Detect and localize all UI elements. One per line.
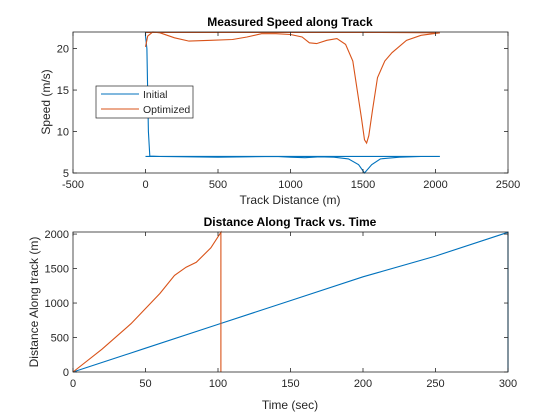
speed-chart-y-tick-label: 5 [63, 168, 69, 180]
distance-chart-x-ticks: 0 50 100 150 200 250 300 [70, 232, 517, 390]
speed-chart-ylabel: Speed (m/s) [39, 69, 53, 134]
speed-chart-legend: Initial Optimized [95, 85, 194, 119]
legend-initial-label: Initial [143, 89, 168, 101]
distance-chart-x-tick-label: 200 [354, 378, 372, 390]
speed-chart-series-optimized [144, 31, 440, 145]
distance-chart-x-tick-label: 150 [281, 378, 299, 390]
speed-chart-series [144, 31, 440, 174]
legend-box [95, 85, 194, 119]
distance-chart-x-tick-label: 0 [70, 378, 76, 390]
speed-chart-y-ticks: 5 10 15 20 [57, 44, 508, 180]
speed-chart-x-tick-label: 2000 [423, 179, 447, 191]
speed-chart-x-tick-label: 2500 [496, 179, 520, 191]
distance-chart-xlabel: Time (sec) [262, 398, 318, 412]
distance-chart-x-tick-label: 250 [426, 378, 444, 390]
speed-chart-xlabel: Track Distance (m) [240, 193, 341, 207]
speed-chart-x-tick-label: 1000 [278, 179, 302, 191]
speed-chart-y-tick-label: 20 [57, 44, 69, 56]
distance-chart-x-tick-label: 100 [209, 378, 227, 390]
speed-chart-x-ticks: -500 0 500 1000 1500 2000 2500 [62, 32, 520, 191]
distance-chart-series [72, 230, 509, 373]
distance-chart: Distance Along Track vs. Time Time (sec)… [27, 215, 517, 412]
distance-chart-x-tick-label: 50 [139, 378, 151, 390]
speed-chart-x-tick-label: 0 [142, 179, 148, 191]
distance-chart-x-tick-label: 300 [499, 378, 517, 390]
speed-chart-x-tick-label: 500 [209, 179, 227, 191]
distance-chart-title: Distance Along Track vs. Time [204, 215, 377, 229]
speed-chart-title: Measured Speed along Track [207, 15, 373, 29]
distance-chart-series-initial [72, 231, 509, 373]
legend-optimized-label: Optimized [143, 104, 190, 116]
speed-chart-y-tick-label: 15 [57, 85, 69, 97]
speed-chart: Measured Speed along Track Track Distanc… [39, 15, 520, 207]
distance-chart-y-tick-label: 500 [51, 333, 69, 345]
distance-chart-y-ticks: 0 500 1000 1500 2000 [45, 229, 508, 379]
distance-chart-series-optimized [72, 230, 222, 373]
speed-chart-x-tick-label: -500 [62, 179, 84, 191]
distance-chart-y-tick-label: 0 [63, 367, 69, 379]
speed-chart-series-initial [144, 32, 440, 174]
distance-chart-y-tick-label: 1000 [45, 298, 69, 310]
distance-chart-y-tick-label: 2000 [45, 229, 69, 241]
distance-chart-y-tick-label: 1500 [45, 264, 69, 276]
speed-chart-x-tick-label: 1500 [351, 179, 375, 191]
speed-chart-y-tick-label: 10 [57, 127, 69, 139]
distance-chart-ylabel: Distance Along track (m) [27, 237, 41, 368]
